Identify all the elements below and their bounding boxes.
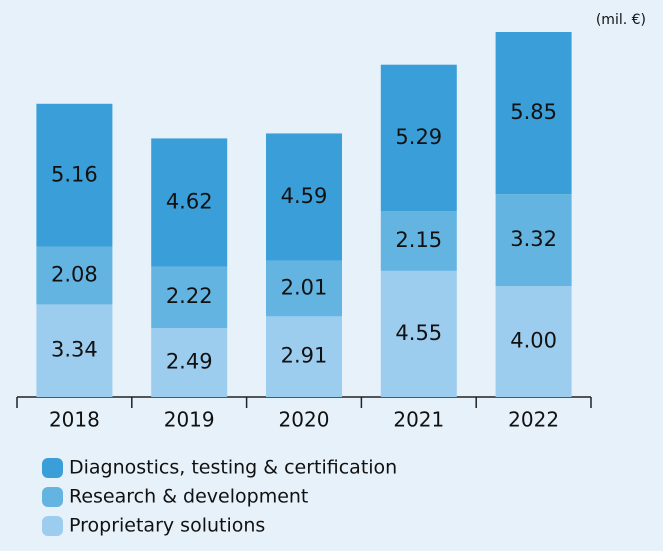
- bar-segment: [266, 260, 342, 317]
- data-label: 2.01: [281, 275, 328, 299]
- data-label: 4.00: [510, 329, 557, 353]
- unit-label: (mil. €): [596, 12, 646, 28]
- x-tick-label: 2020: [279, 408, 330, 432]
- data-label: 5.16: [51, 162, 98, 186]
- bar-segment: [266, 316, 342, 397]
- data-label: 3.32: [510, 227, 557, 251]
- data-label: 2.08: [51, 263, 98, 287]
- bar-segment: [151, 138, 228, 267]
- bar-segment: [380, 211, 457, 271]
- bar-segment: [380, 270, 457, 397]
- x-tick-label: 2019: [164, 408, 215, 432]
- data-label: 4.55: [395, 321, 442, 345]
- data-label: 5.29: [395, 125, 442, 149]
- legend-swatch: [42, 458, 63, 478]
- data-label: 2.15: [395, 228, 442, 252]
- bar-segment: [495, 194, 572, 287]
- bar-segment: [151, 327, 228, 397]
- x-tick-label: 2018: [49, 408, 100, 432]
- data-label: 2.91: [281, 344, 328, 368]
- x-tick-label: 2021: [393, 408, 444, 432]
- legend-swatch: [42, 487, 63, 507]
- bar-segment: [151, 266, 228, 328]
- legend-label: Diagnostics, testing & certification: [69, 457, 397, 479]
- bar-segment: [495, 286, 572, 397]
- bar-segment: [36, 103, 113, 247]
- x-tick-label: 2022: [508, 408, 559, 432]
- legend-label: Research & development: [69, 486, 308, 508]
- legend-label: Proprietary solutions: [69, 515, 265, 537]
- data-label: 3.34: [51, 338, 98, 362]
- bar-segment: [266, 133, 342, 261]
- bar-segment: [36, 304, 113, 397]
- bar-segment: [495, 32, 572, 195]
- data-label: 4.59: [281, 184, 328, 208]
- data-label: 4.62: [166, 189, 213, 213]
- bar-segment: [36, 246, 113, 305]
- data-label: 2.22: [166, 284, 213, 308]
- data-label: 5.85: [510, 100, 557, 124]
- bar-segment: [380, 64, 457, 212]
- legend-swatch: [42, 516, 63, 536]
- data-label: 2.49: [166, 349, 213, 373]
